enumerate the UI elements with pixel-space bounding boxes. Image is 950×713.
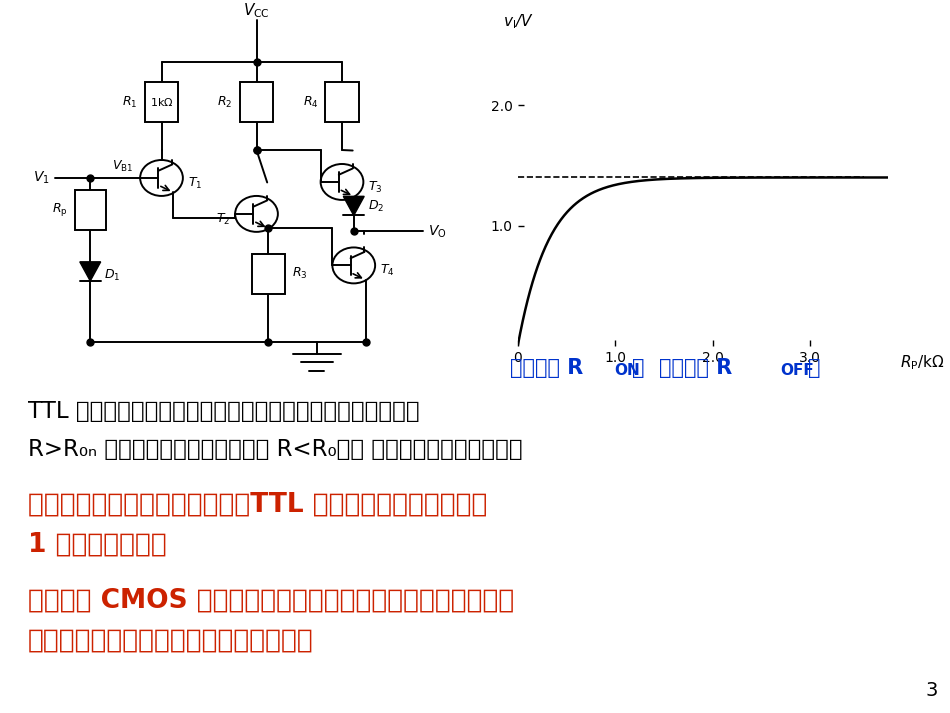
Text: 开门电阻 R: 开门电阻 R [510,358,583,378]
Text: $T_2$: $T_2$ [217,212,230,227]
Polygon shape [80,262,101,281]
Text: $R_{\rm p}$: $R_{\rm p}$ [52,201,67,218]
Bar [144,82,179,122]
Bar [325,82,359,122]
Text: $T_3$: $T_3$ [369,180,383,195]
Text: $R_1$: $R_1$ [123,95,138,110]
Text: TTL 与非门输入端经电阵接地时，一定要注意电阵的阻値：当: TTL 与非门输入端经电阵接地时，一定要注意电阵的阻値：当 [28,400,420,423]
Text: 。: 。 [808,358,821,378]
Text: 3: 3 [925,681,938,700]
Text: 有电流流过，所以输入端的电位始终为零: 有电流流过，所以输入端的电位始终为零 [28,628,314,654]
Bar [252,254,285,294]
Text: $V_1$: $V_1$ [33,170,50,186]
Text: ON: ON [614,363,639,378]
Polygon shape [343,196,364,215]
Text: R>R₀ₙ 时就相当于输入高电平；当 R<R₀₟₟ 时就相当于输入低电平。: R>R₀ₙ 时就相当于输入高电平；当 R<R₀₟₟ 时就相当于输入低电平。 [28,438,522,461]
Text: OFF: OFF [780,363,814,378]
Text: $R_2$: $R_2$ [218,95,233,110]
Text: $V_{\rm B1}$: $V_{\rm B1}$ [112,158,133,173]
Bar [239,82,274,122]
Text: ；  关门电阻 R: ； 关门电阻 R [632,358,732,378]
Text: $V_{\rm CC}$: $V_{\rm CC}$ [243,1,270,20]
Text: 结论：对于输出端的状态而言，TTL 输入端悬空状态和接逻辑: 结论：对于输出端的状态而言，TTL 输入端悬空状态和接逻辑 [28,492,487,518]
Text: 1 电平是等效的。: 1 电平是等效的。 [28,532,167,558]
Text: $T_1$: $T_1$ [188,176,202,191]
Text: $T_4$: $T_4$ [380,263,394,278]
Text: $R_{\rm P}$/k$\Omega$: $R_{\rm P}$/k$\Omega$ [900,353,944,371]
Text: $D_1$: $D_1$ [104,268,121,283]
Text: $R_4$: $R_4$ [303,95,318,110]
Text: $R_3$: $R_3$ [292,266,308,282]
Text: $D_2$: $D_2$ [368,199,384,214]
Text: 注意：在 CMOS 电路中若输入端经过电阵接地，由于电阵上没: 注意：在 CMOS 电路中若输入端经过电阵接地，由于电阵上没 [28,588,514,614]
Text: $v_{\rm I}$/V: $v_{\rm I}$/V [504,12,534,31]
Text: $V_{\rm O}$: $V_{\rm O}$ [428,223,446,240]
Bar [75,190,105,230]
Text: $1{\rm k}\Omega$: $1{\rm k}\Omega$ [150,96,173,108]
